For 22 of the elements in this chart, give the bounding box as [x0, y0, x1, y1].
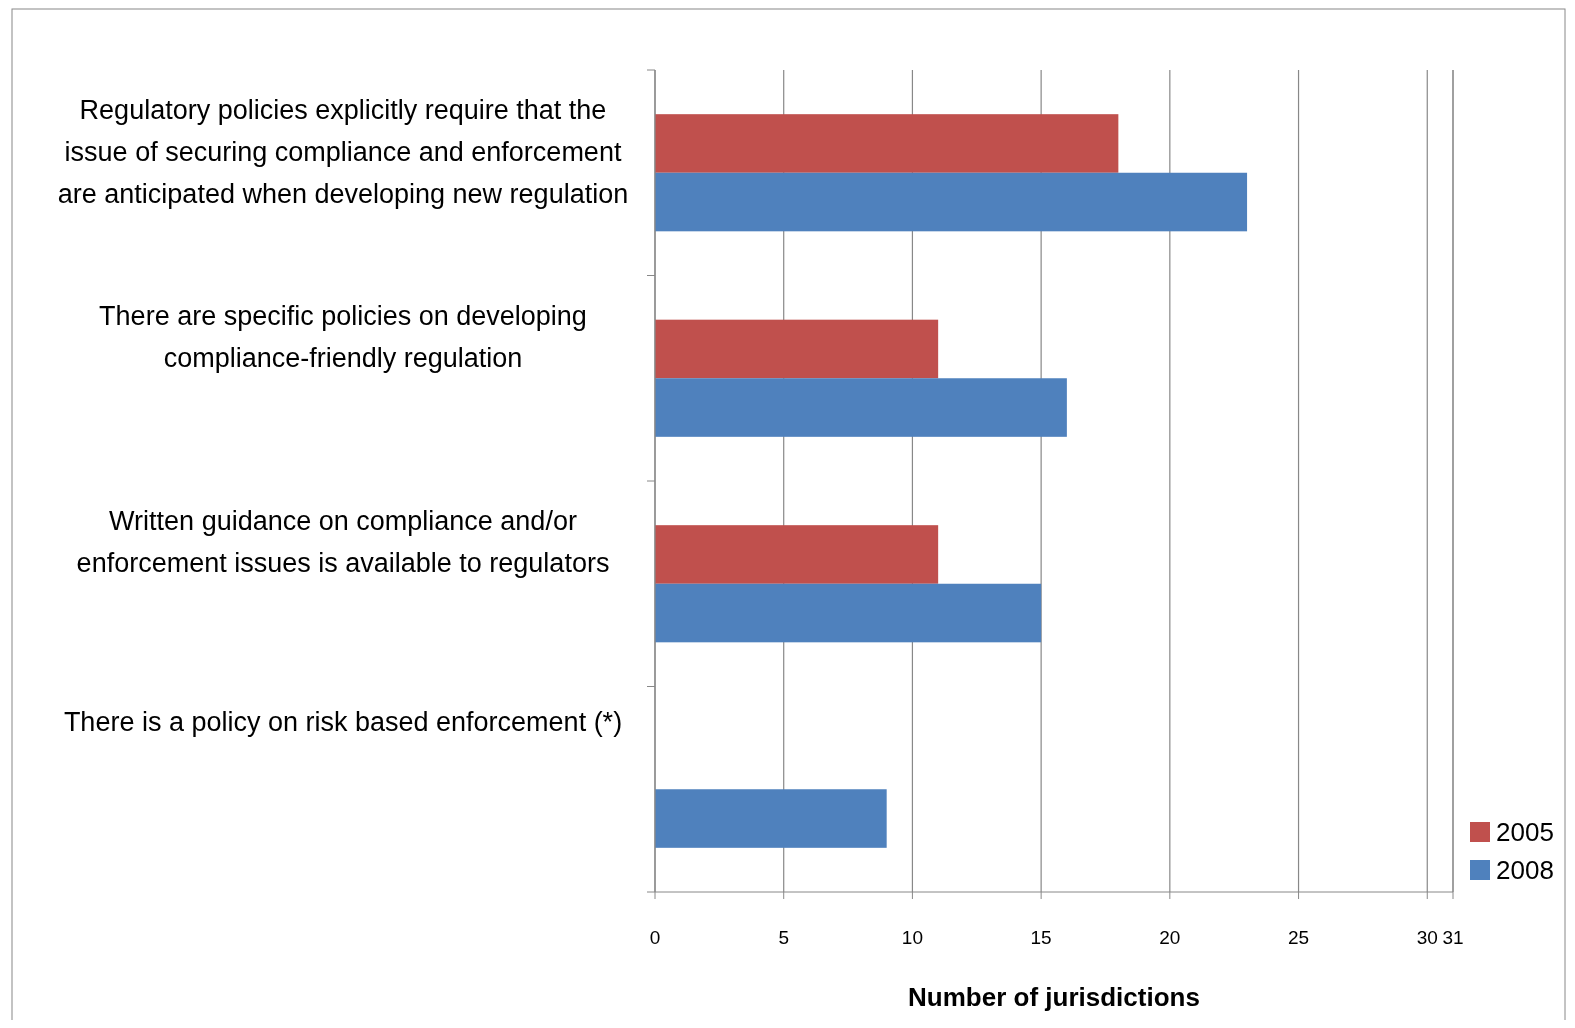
x-tick-label: 10 — [901, 927, 923, 948]
legend-label: 2005 — [1496, 817, 1554, 847]
y-tick-label: There are specific policies on developing compliance-friendly regulation — [99, 300, 587, 373]
bar — [655, 319, 939, 379]
bar — [655, 525, 939, 584]
bar — [655, 789, 887, 848]
bar — [655, 114, 1119, 173]
bar — [655, 378, 1067, 437]
x-tick-label: 31 — [1442, 927, 1464, 948]
x-axis-title: Number of jurisdictions — [908, 982, 1200, 1012]
x-tick-label: 30 — [1416, 927, 1438, 948]
y-tick-label: There is a policy on risk based enforcement (*) — [63, 706, 623, 737]
x-tick-label: 0 — [649, 927, 661, 948]
legend-label: 2008 — [1496, 855, 1554, 885]
x-tick-label: 5 — [778, 927, 789, 948]
x-tick-label: 15 — [1030, 927, 1052, 948]
y-tick-label: Regulatory policies explicitly require that the issue of securing compliance and enforcement are anticipated when developing new regulation — [57, 95, 629, 210]
y-tick-label: Written guidance on compliance and/or enforcement issues is available to regulators — [76, 506, 610, 579]
x-tick-label: 20 — [1159, 927, 1181, 948]
bar — [655, 583, 1042, 643]
x-tick-label: 25 — [1287, 927, 1310, 948]
bar — [655, 172, 1248, 232]
